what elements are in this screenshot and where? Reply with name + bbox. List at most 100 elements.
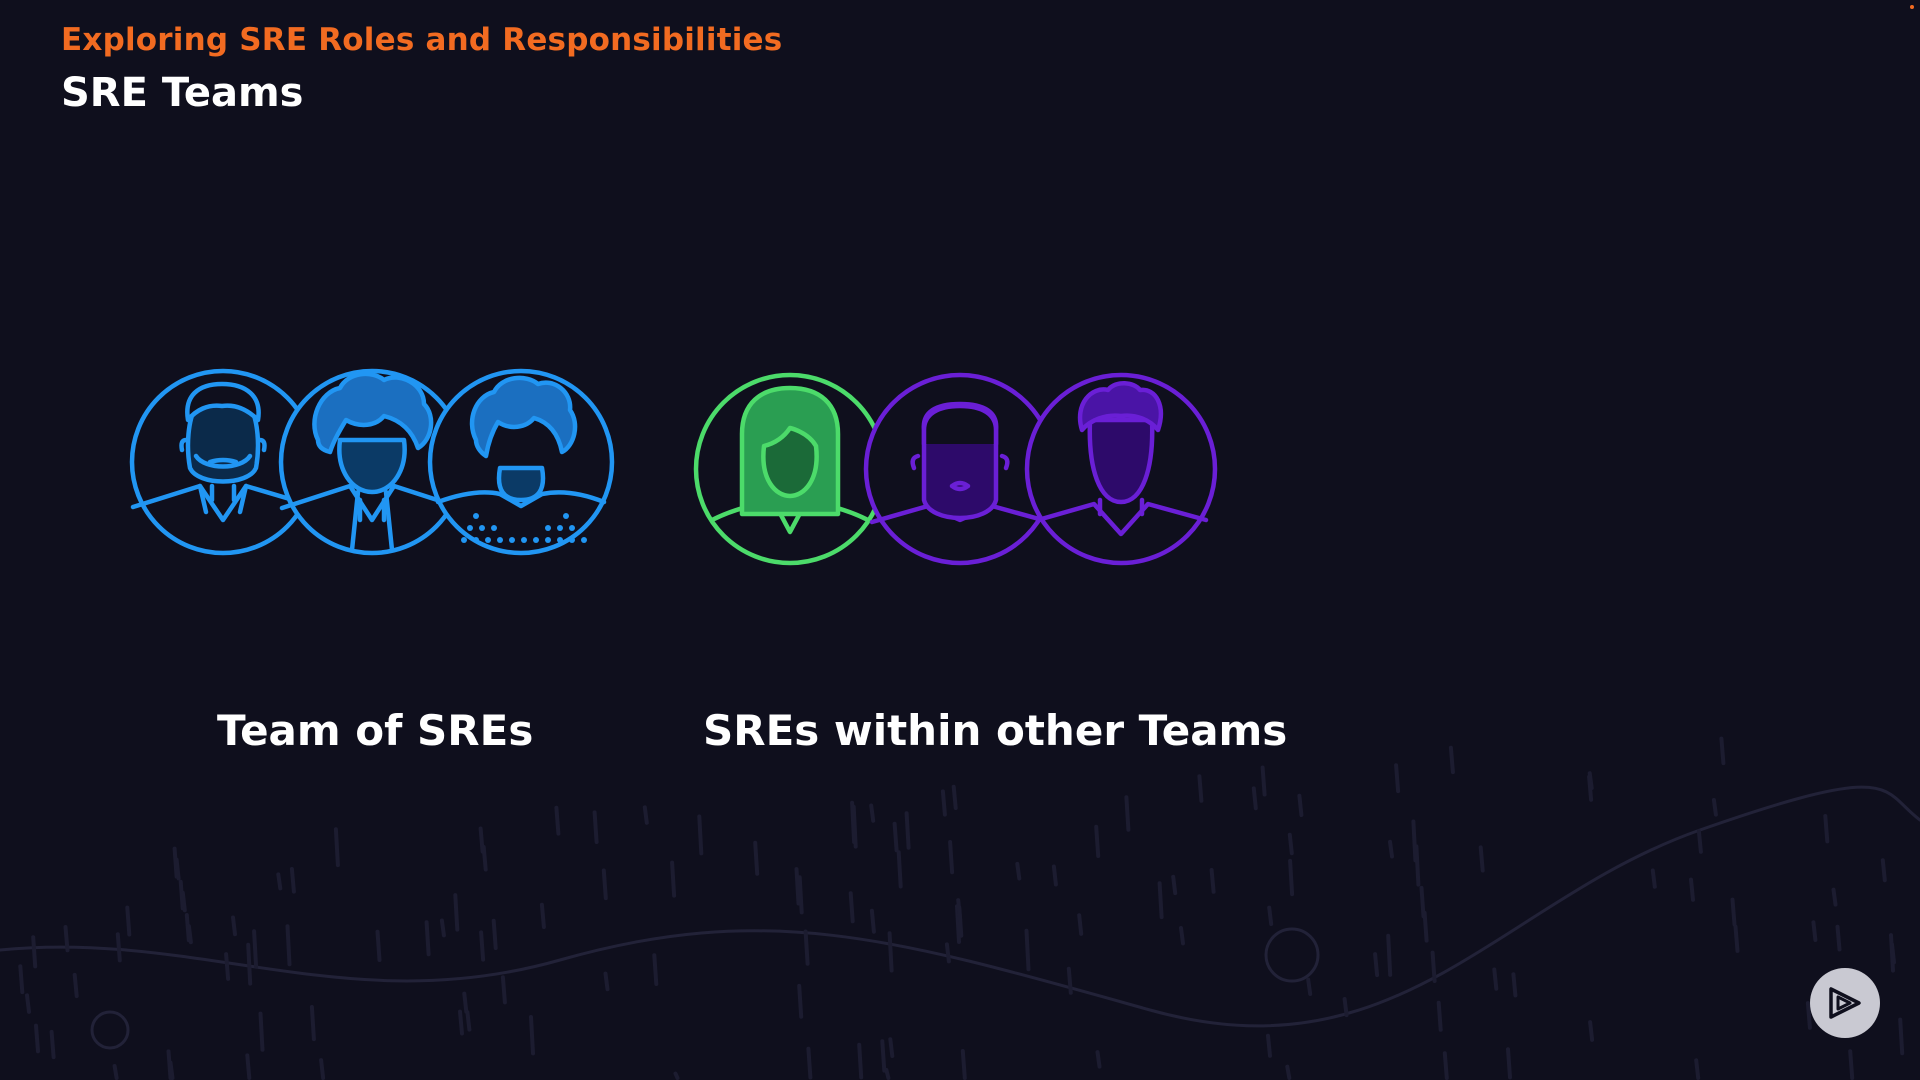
background-tick — [1492, 967, 1499, 991]
background-tick — [940, 789, 947, 817]
background-tick — [601, 868, 608, 901]
background-tick — [1179, 926, 1185, 946]
background-tick — [1124, 795, 1131, 832]
background-tick — [1414, 844, 1421, 887]
background-tick — [186, 924, 193, 945]
background-tick — [1285, 1064, 1292, 1080]
background-tick — [1823, 814, 1830, 844]
background-tick — [231, 915, 237, 937]
team-of-sres-label: Team of SREs — [217, 706, 534, 755]
background-tick — [1848, 1049, 1855, 1080]
background-tick — [670, 860, 677, 898]
background-tick — [112, 1064, 119, 1080]
background-tick — [1442, 1051, 1449, 1080]
background-tick — [1171, 874, 1178, 896]
background-tick — [1898, 1017, 1905, 1056]
background-tick — [869, 908, 876, 934]
background-tick — [1197, 774, 1204, 803]
background-tick — [951, 784, 958, 810]
background-tick — [1890, 942, 1896, 965]
background-tick — [479, 930, 486, 962]
background-tick — [1689, 877, 1695, 902]
background-tick — [888, 1037, 895, 1058]
background-tick — [892, 821, 899, 853]
background-tick — [1297, 793, 1304, 817]
background-tick — [125, 905, 132, 937]
background-tick — [960, 1049, 967, 1080]
background-tick — [642, 805, 649, 825]
background-tick — [481, 845, 488, 872]
background-tick — [25, 993, 31, 1014]
background-tick — [1260, 765, 1267, 797]
background-tick — [246, 942, 253, 986]
background-tick — [1430, 950, 1437, 983]
background-tick — [794, 867, 801, 906]
background-tick — [603, 971, 610, 992]
background-tick — [1394, 763, 1401, 794]
background-tick — [850, 800, 857, 844]
background-tick — [1711, 798, 1718, 817]
background-tick — [592, 810, 599, 844]
background-tick — [72, 972, 79, 999]
background-tick — [529, 1015, 535, 1056]
background-tick — [948, 840, 955, 875]
background-tick — [1094, 824, 1101, 858]
background-tick — [797, 983, 804, 1019]
background-tick — [848, 891, 855, 924]
background-tick — [1024, 928, 1031, 972]
background-tick — [1880, 858, 1887, 883]
background-tick — [1478, 845, 1485, 873]
background-tick — [1267, 905, 1274, 926]
sres-within-teams-label: SREs within other Teams — [703, 706, 1288, 755]
background-tick — [884, 1068, 891, 1080]
player-logo-button[interactable] — [1810, 968, 1880, 1038]
background-tick — [115, 932, 122, 963]
background-tick — [1077, 913, 1084, 936]
background-tick — [309, 1005, 316, 1042]
background-tick — [1831, 887, 1838, 907]
background-tick — [1650, 868, 1657, 889]
background-tick — [1287, 832, 1294, 856]
background-tick — [276, 872, 283, 891]
play-logo-icon — [1829, 987, 1861, 1019]
background-tick — [258, 1011, 265, 1052]
background-tick — [285, 924, 292, 967]
background-tick — [375, 929, 382, 962]
background-tick — [1157, 881, 1164, 920]
background-tick — [1733, 924, 1740, 953]
background-tick — [1209, 868, 1216, 894]
background-tick — [1306, 977, 1313, 996]
background-tick — [63, 925, 70, 953]
background-tick — [1373, 952, 1380, 978]
background-tick — [896, 850, 903, 889]
background-tick — [539, 902, 546, 929]
background-tick — [453, 893, 460, 932]
slide-title: SRE Teams — [61, 70, 304, 116]
background-tick — [1588, 1020, 1595, 1042]
background-tick — [957, 905, 964, 938]
background-tick — [18, 964, 25, 995]
background-tick — [1342, 997, 1349, 1018]
background-tick — [31, 935, 38, 969]
background-tick — [1066, 966, 1073, 995]
background-tick — [168, 1060, 175, 1080]
background-tick — [49, 1029, 56, 1060]
background-tick — [1051, 864, 1058, 887]
background-tick — [1422, 910, 1429, 943]
background-tick — [955, 904, 961, 944]
background-tick — [1719, 736, 1726, 766]
corner-indicator-dot — [1910, 5, 1914, 9]
background-tick — [803, 929, 810, 966]
background-tick — [697, 814, 704, 856]
background-tick — [1587, 774, 1594, 802]
background-tick — [424, 920, 431, 957]
background-tick — [797, 875, 804, 915]
background-tick — [904, 811, 911, 850]
background-tick — [333, 827, 340, 868]
background-tick — [465, 1010, 472, 1032]
background-tick — [944, 942, 951, 964]
background-tick — [458, 1009, 464, 1036]
background-tick — [500, 975, 507, 1005]
